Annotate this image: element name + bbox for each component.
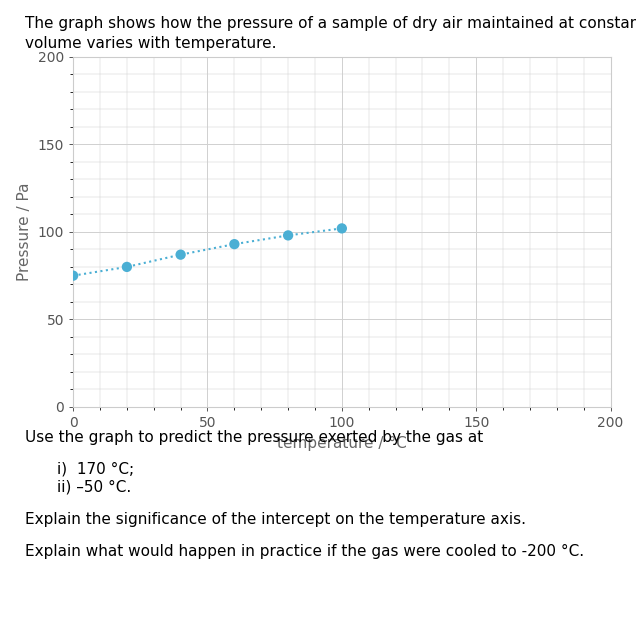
Text: Explain the significance of the intercept on the temperature axis.: Explain the significance of the intercep…: [25, 512, 527, 528]
X-axis label: temperature / °C: temperature / °C: [277, 435, 407, 451]
Text: Use the graph to predict the pressure exerted by the gas at: Use the graph to predict the pressure ex…: [25, 430, 484, 445]
Text: i)  170 °C;: i) 170 °C;: [57, 462, 134, 477]
Point: [68, 271, 78, 281]
Point: [229, 239, 239, 249]
Point: [283, 230, 293, 240]
Point: [337, 223, 347, 233]
Text: The graph shows how the pressure of a sample of dry air maintained at constant
v: The graph shows how the pressure of a sa…: [25, 16, 636, 50]
Text: ii) –50 °C.: ii) –50 °C.: [57, 480, 132, 495]
Text: Explain what would happen in practice if the gas were cooled to -200 °C.: Explain what would happen in practice if…: [25, 544, 584, 559]
Point: [122, 262, 132, 272]
Y-axis label: Pressure / Pa: Pressure / Pa: [17, 182, 32, 281]
Point: [176, 250, 186, 260]
